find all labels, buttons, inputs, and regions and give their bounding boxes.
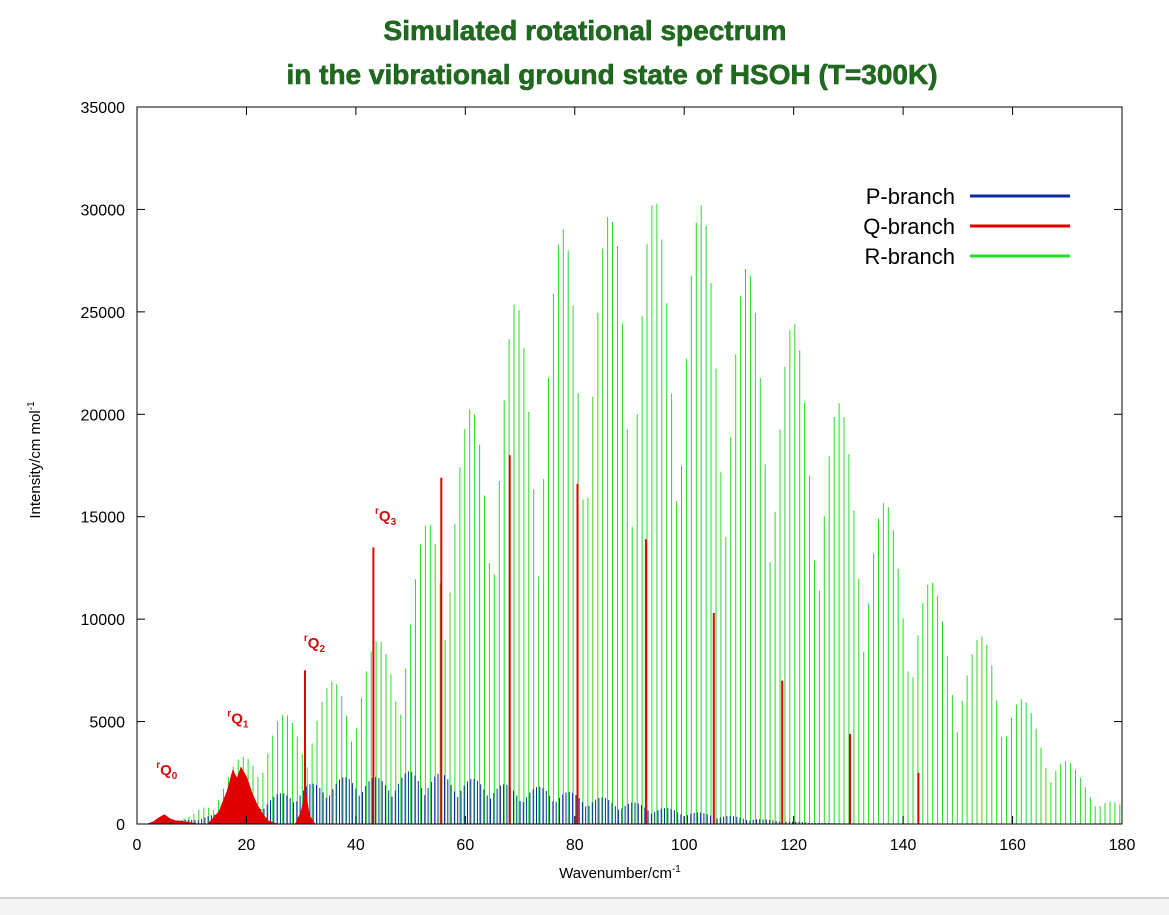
y-tick-label: 20000 bbox=[81, 407, 126, 424]
x-tick-label: 160 bbox=[999, 837, 1026, 854]
x-tick-label: 80 bbox=[566, 837, 584, 854]
annotation-Q3: rQ3 bbox=[375, 506, 397, 528]
x-tick-label: 100 bbox=[671, 837, 698, 854]
x-tick-label: 180 bbox=[1109, 837, 1136, 854]
legend-label-q-branch: Q-branch bbox=[863, 214, 955, 239]
x-tick-label: 60 bbox=[456, 837, 474, 854]
y-tick-label: 0 bbox=[116, 817, 125, 834]
annotation-Q0: rQ0 bbox=[156, 760, 178, 782]
y-tick-label: 30000 bbox=[81, 202, 126, 219]
y-tick-label: 15000 bbox=[81, 510, 126, 527]
plot-area: 0 20 40 60 80 100 120 140 160 180 0 5000 10000 15000 2… bbox=[81, 100, 1136, 854]
legend-label-r-branch: R-branch bbox=[865, 244, 955, 269]
y-axis-label: Intensity/cm mol-1 bbox=[26, 401, 44, 519]
q-branch-band-rQ1 bbox=[206, 766, 277, 825]
legend-label-p-branch: P-branch bbox=[866, 184, 955, 209]
x-tick-label: 0 bbox=[133, 837, 142, 854]
y-tick-label: 10000 bbox=[81, 612, 126, 629]
y-tick-label: 35000 bbox=[81, 100, 126, 117]
chart-title-line-1: Simulated rotational spectrum bbox=[384, 15, 787, 46]
x-tick-label: 20 bbox=[238, 837, 256, 854]
annotation-Q1: rQ1 bbox=[227, 709, 249, 731]
y-tick-label: 5000 bbox=[89, 715, 125, 732]
x-axis-label: Wavenumber/cm-1 bbox=[559, 864, 681, 882]
page-divider bbox=[0, 897, 1169, 915]
x-tick-label: 120 bbox=[780, 837, 807, 854]
annotation-Q2: rQ2 bbox=[304, 633, 326, 655]
plot-frame bbox=[136, 106, 1123, 825]
x-tick-label: 140 bbox=[890, 837, 917, 854]
q-branch-band-rQ0 bbox=[147, 814, 198, 825]
x-tick-label: 40 bbox=[347, 837, 365, 854]
y-tick-label: 25000 bbox=[81, 305, 126, 322]
chart-title-line-2: in the vibrational ground state of HSOH … bbox=[286, 59, 937, 90]
